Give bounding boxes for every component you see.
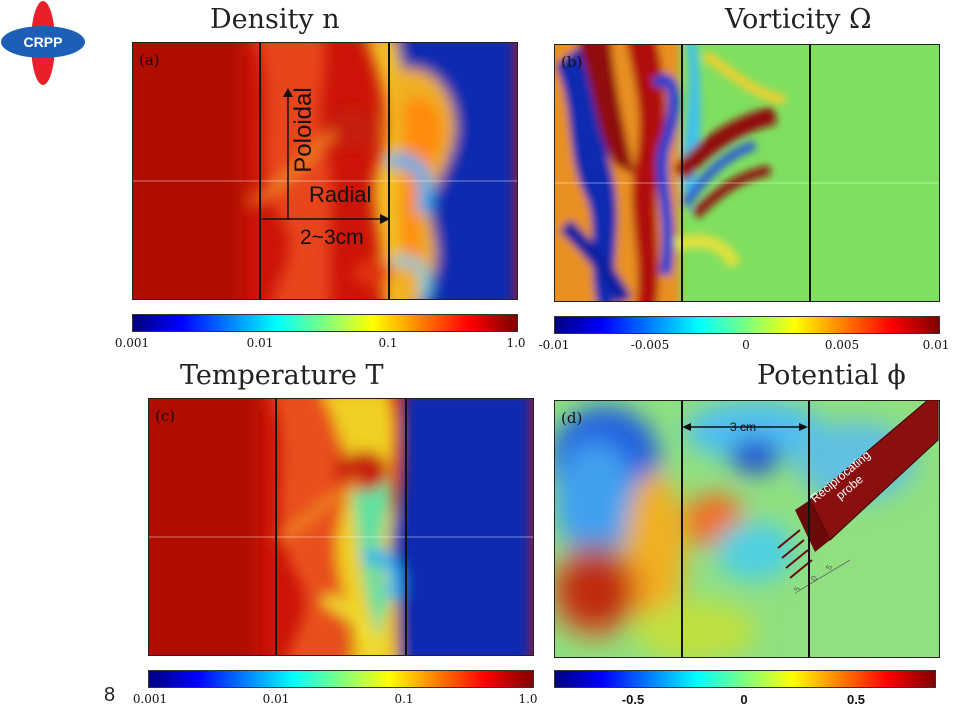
distance-label-d: 3 cm xyxy=(730,420,757,434)
panel-title-density: Density n xyxy=(210,4,340,35)
logo-disc xyxy=(1,26,85,58)
boundary-line xyxy=(681,401,683,657)
boundary-line xyxy=(388,43,390,299)
boundary-line xyxy=(275,399,277,655)
reciprocating-probe xyxy=(770,399,940,600)
radial-label: Radial xyxy=(309,182,372,207)
vorticity-panel: (b) xyxy=(554,44,940,302)
colorbar-tick-label: -0.01 xyxy=(538,338,570,352)
colorbar-tick-label: 0.001 xyxy=(132,692,168,706)
boundary-line xyxy=(809,45,811,301)
colorbar-tick-label: 0.005 xyxy=(824,338,860,352)
boundary-line xyxy=(808,401,810,657)
colorbar-tick-label: -0.005 xyxy=(630,338,670,352)
colorbar-tick-label: 0.001 xyxy=(114,336,150,350)
poloidal-arrow xyxy=(282,88,294,220)
colorbar-tick-label: 1.0 xyxy=(518,692,538,706)
panel-title-potential: Potential ϕ xyxy=(757,360,906,391)
distance-label-a: 2~3cm xyxy=(300,226,364,249)
colorbar-temperature xyxy=(148,670,534,688)
panel-label-c: (c) xyxy=(155,407,176,425)
page-number: 8 xyxy=(104,684,116,706)
colorbar-tick-label: 0 xyxy=(742,338,750,352)
boundary-line xyxy=(405,399,407,655)
distance-arrow-d xyxy=(682,418,808,431)
temperature-panel: (c) xyxy=(148,398,534,656)
colorbar-tick-label: 0.1 xyxy=(394,692,414,706)
radial-arrow xyxy=(262,210,390,224)
colorbar-tick-label: 0.1 xyxy=(378,336,398,350)
panel-label-a: (a) xyxy=(139,51,160,69)
crpp-logo: CRPP xyxy=(0,0,90,90)
colorbar-tick-label: 0.01 xyxy=(922,338,950,352)
poloidal-label: Poloidal xyxy=(290,87,317,173)
boundary-line xyxy=(681,45,683,301)
colorbar-tick-label: -0.5 xyxy=(621,692,645,707)
colorbar-tick-label: 0 xyxy=(740,692,748,707)
colorbar-tick-label: 0.5 xyxy=(846,692,866,707)
logo-text: CRPP xyxy=(24,34,63,50)
potential-panel: (d) xyxy=(554,400,940,658)
colorbar-potential xyxy=(554,670,936,688)
panel-label-d: (d) xyxy=(561,409,583,427)
boundary-line xyxy=(259,43,261,299)
colorbar-density xyxy=(132,314,518,332)
panel-title-vorticity: Vorticity Ω xyxy=(725,4,872,35)
colorbar-tick-label: 0.01 xyxy=(246,336,274,350)
colorbar-vorticity xyxy=(554,316,940,334)
panel-title-temperature: Temperature T xyxy=(180,360,384,391)
colorbar-tick-label: 1.0 xyxy=(506,336,526,350)
panel-label-b: (b) xyxy=(561,53,583,71)
colorbar-tick-label: 0.01 xyxy=(262,692,290,706)
density-panel: (a) xyxy=(132,42,518,300)
